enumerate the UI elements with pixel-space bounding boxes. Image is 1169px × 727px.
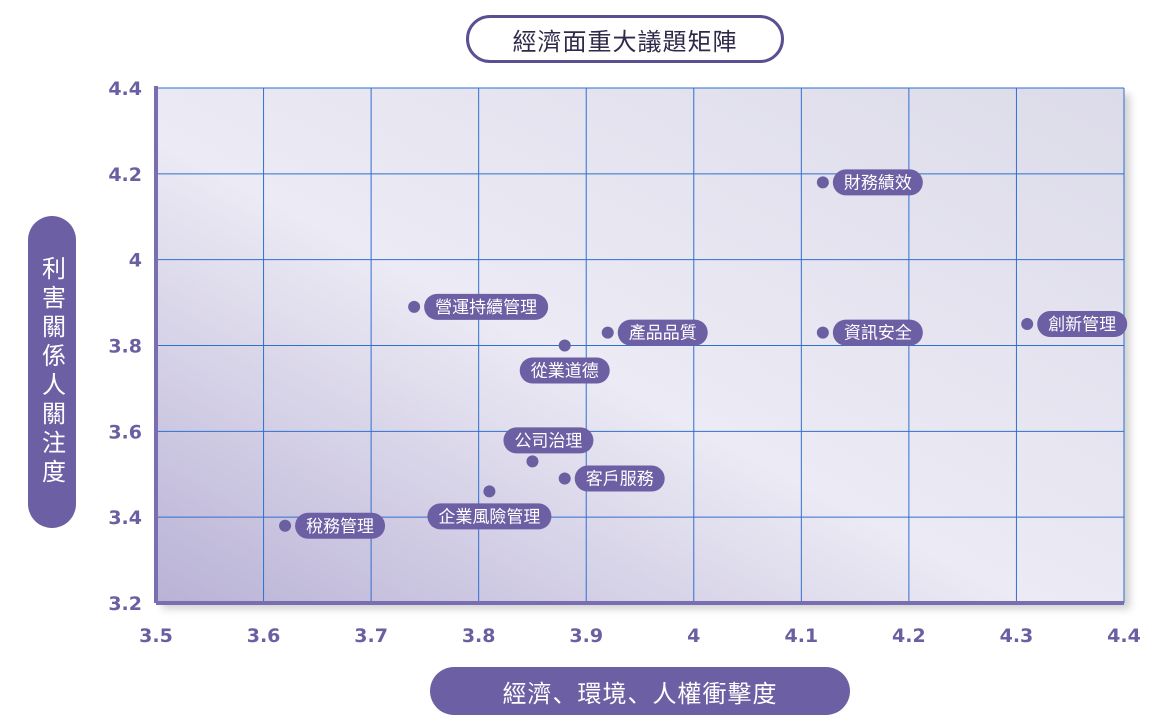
data-point: 企業風險管理 bbox=[427, 485, 552, 530]
chart-title: 經濟面重大議題矩陣 bbox=[466, 15, 784, 63]
point-marker bbox=[601, 326, 614, 339]
point-label-bg bbox=[295, 512, 386, 539]
point-label-bg bbox=[519, 357, 610, 384]
y-tick-label: 3.2 bbox=[108, 593, 142, 615]
point-label-bg bbox=[427, 503, 552, 530]
point-marker bbox=[1021, 318, 1034, 331]
point-label: 企業風險管理 bbox=[438, 507, 540, 527]
point-label: 創新管理 bbox=[1048, 315, 1116, 335]
point-label: 資訊安全 bbox=[844, 324, 912, 344]
x-tick-label: 3.9 bbox=[569, 625, 603, 647]
point-marker bbox=[483, 485, 496, 498]
point-label-bg bbox=[617, 319, 708, 346]
tick-labels: 3.5 3.6 3.7 3.8 3.9 4 4.1 4.2 4.3 4.4 4.4 4.2 4 3.8 3.… bbox=[108, 78, 1141, 647]
point-label: 公司治理 bbox=[514, 431, 582, 451]
y-axis-label: 利害關係人關注度 bbox=[28, 216, 76, 528]
point-marker bbox=[558, 339, 571, 352]
y-tick-label: 3.4 bbox=[108, 507, 142, 529]
point-label: 產品品質 bbox=[629, 324, 697, 344]
x-axis-label: 經濟、環境、人權衝擊度 bbox=[430, 667, 850, 715]
point-label-bg bbox=[832, 169, 923, 196]
data-point: 從業道德 bbox=[519, 339, 610, 384]
y-tick-label: 4 bbox=[129, 250, 142, 272]
y-tick-label: 4.4 bbox=[108, 78, 142, 100]
point-marker bbox=[558, 472, 571, 485]
point-marker bbox=[816, 176, 829, 189]
x-tick-label: 4 bbox=[687, 625, 700, 647]
y-tick-label: 4.2 bbox=[108, 164, 142, 186]
point-label-bg bbox=[424, 293, 549, 320]
point-label: 客戶服務 bbox=[586, 470, 654, 490]
x-tick-label: 4.1 bbox=[784, 625, 818, 647]
x-tick-label: 4.3 bbox=[1000, 625, 1034, 647]
y-tick-label: 3.6 bbox=[108, 421, 142, 443]
data-point: 營運持續管理 bbox=[408, 293, 549, 320]
point-label: 營運持續管理 bbox=[435, 298, 537, 318]
data-point: 創新管理 bbox=[1021, 311, 1128, 338]
point-marker bbox=[526, 455, 539, 468]
data-point: 財務績效 bbox=[816, 169, 923, 196]
data-point: 客戶服務 bbox=[558, 465, 665, 492]
data-point: 公司治理 bbox=[503, 427, 594, 468]
point-marker bbox=[279, 519, 292, 532]
y-tick-label: 3.8 bbox=[108, 336, 142, 358]
point-label: 財務績效 bbox=[844, 173, 912, 193]
data-point: 資訊安全 bbox=[816, 319, 923, 346]
data-point: 產品品質 bbox=[601, 319, 708, 346]
x-tick-label: 4.4 bbox=[1107, 625, 1141, 647]
point-label-bg bbox=[503, 427, 594, 454]
point-marker bbox=[816, 326, 829, 339]
x-tick-label: 3.7 bbox=[354, 625, 388, 647]
axes bbox=[154, 86, 1124, 605]
x-tick-label: 3.6 bbox=[247, 625, 281, 647]
data-point: 稅務管理 bbox=[279, 512, 386, 539]
point-label-bg bbox=[832, 319, 923, 346]
x-tick-label: 4.2 bbox=[892, 625, 926, 647]
point-label-bg bbox=[1037, 311, 1128, 338]
x-tick-label: 3.5 bbox=[139, 625, 173, 647]
point-label: 從業道德 bbox=[531, 362, 599, 382]
point-label: 稅務管理 bbox=[306, 517, 374, 537]
point-label-bg bbox=[574, 465, 665, 492]
point-marker bbox=[408, 300, 421, 313]
x-tick-label: 3.8 bbox=[462, 625, 496, 647]
